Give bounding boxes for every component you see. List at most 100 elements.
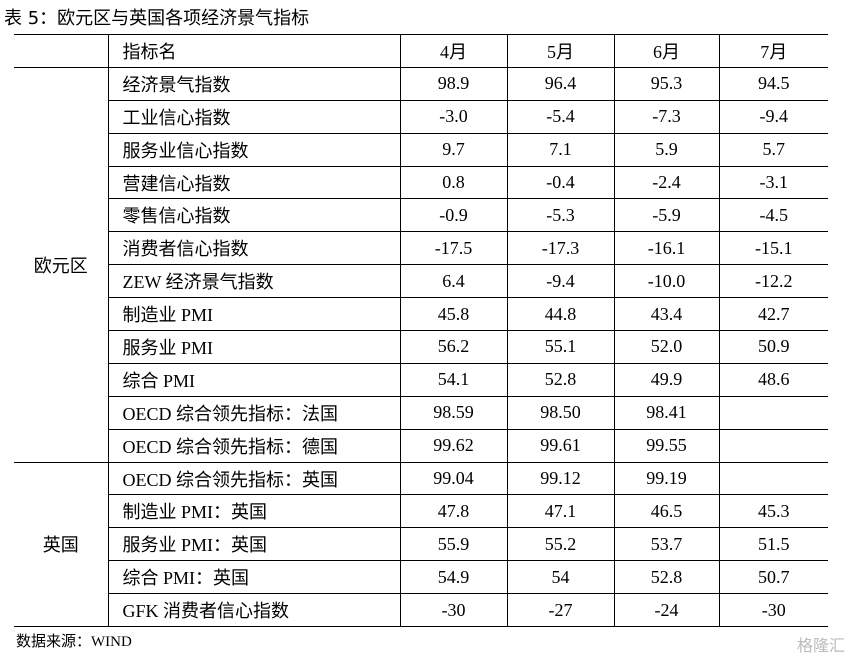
value-cell: -0.4 <box>506 166 614 200</box>
table-title: 表 5：欧元区与英国各项经济景气指标 <box>4 8 310 29</box>
value-cell: -9.4 <box>506 264 614 299</box>
value-cell: 47.1 <box>506 494 614 529</box>
indicator-name: GFK 消费者信心指数 <box>108 593 400 628</box>
value-cell: 5.9 <box>613 133 719 167</box>
indicator-name: ZEW 经济景气指数 <box>108 264 400 299</box>
indicator-name: OECD 综合领先指标：法国 <box>108 396 400 430</box>
value-cell: 99.12 <box>506 462 614 496</box>
data-row: 消费者信心指数 -17.5 -17.3 -16.1 -15.1 <box>14 231 828 266</box>
value-cell: 49.9 <box>613 363 719 397</box>
indicator-name: 营建信心指数 <box>108 166 400 200</box>
value-cell: 0.8 <box>399 166 507 200</box>
value-cell: 55.1 <box>506 330 614 364</box>
value-cell: 46.5 <box>613 494 719 529</box>
group-label: 英国 <box>14 462 109 628</box>
indicator-name: 消费者信心指数 <box>108 231 400 266</box>
value-cell: 50.9 <box>718 330 828 364</box>
indicator-name: OECD 综合领先指标：德国 <box>108 429 400 463</box>
value-cell: -12.2 <box>718 264 828 299</box>
header-cell: 指标名 <box>108 34 400 68</box>
indicator-name: 制造业 PMI：英国 <box>108 494 400 529</box>
header-cell: 7月 <box>718 34 828 68</box>
value-cell: 7.1 <box>506 133 614 167</box>
value-cell: 98.9 <box>399 67 507 101</box>
value-cell: 54 <box>506 560 614 595</box>
indicator-name: 制造业 PMI <box>108 297 400 332</box>
value-cell: -24 <box>613 593 719 628</box>
value-cell: -9.4 <box>718 100 828 134</box>
data-row: 服务业 PMI：英国 55.9 55.2 53.7 51.5 <box>14 527 828 562</box>
value-cell: 52.8 <box>506 363 614 397</box>
value-cell: 52.0 <box>613 330 719 364</box>
value-cell: 52.8 <box>613 560 719 595</box>
value-cell: -10.0 <box>613 264 719 299</box>
value-cell: 54.9 <box>399 560 507 595</box>
value-cell: 45.3 <box>718 494 828 529</box>
value-cell: 94.5 <box>718 67 828 101</box>
header-cell: 4月 <box>399 34 507 68</box>
value-cell: -16.1 <box>613 231 719 266</box>
value-cell: -0.9 <box>399 198 507 233</box>
value-cell: -3.0 <box>399 100 507 134</box>
value-cell: 51.5 <box>718 527 828 562</box>
indicator-name: OECD 综合领先指标：英国 <box>108 462 400 496</box>
empty-cell <box>718 462 828 496</box>
value-cell: -17.3 <box>506 231 614 266</box>
data-row: 综合 PMI：英国 54.9 54 52.8 50.7 <box>14 560 828 595</box>
indicator-name: 综合 PMI：英国 <box>108 560 400 595</box>
data-row: ZEW 经济景气指数 6.4 -9.4 -10.0 -12.2 <box>14 264 828 299</box>
data-row: 欧元区 经济景气指数 98.9 96.4 95.3 94.5 <box>14 67 828 463</box>
data-row: GFK 消费者信心指数 -30 -27 -24 -30 <box>14 593 828 628</box>
data-row: 服务业信心指数 9.7 7.1 5.9 5.7 <box>14 133 828 167</box>
value-cell: 55.9 <box>399 527 507 562</box>
source-note: 数据来源：WIND <box>16 634 132 650</box>
value-cell: 55.2 <box>506 527 614 562</box>
value-cell: -5.3 <box>506 198 614 233</box>
header-cell <box>14 34 109 68</box>
value-cell: 98.41 <box>613 396 719 430</box>
value-cell: 95.3 <box>613 67 719 101</box>
value-cell: 47.8 <box>399 494 507 529</box>
data-row: OECD 综合领先指标：德国 99.62 99.61 99.55 <box>14 429 828 463</box>
data-row: 综合 PMI 54.1 52.8 49.9 48.6 <box>14 363 828 397</box>
data-row: 工业信心指数 -3.0 -5.4 -7.3 -9.4 <box>14 100 828 134</box>
indicator-table: 指标名 4月 5月 6月 7月 欧元区 经济景气指数 98.9 96.4 95.3 94.5 工业信心… <box>14 34 828 628</box>
value-cell: -5.4 <box>506 100 614 134</box>
value-cell: -27 <box>506 593 614 628</box>
value-cell: 42.7 <box>718 297 828 332</box>
data-row: 服务业 PMI 56.2 55.1 52.0 50.9 <box>14 330 828 364</box>
value-cell: -30 <box>718 593 828 628</box>
value-cell: -3.1 <box>718 166 828 200</box>
group-label: 欧元区 <box>14 67 109 463</box>
value-cell: 99.04 <box>399 462 507 496</box>
indicator-name: 工业信心指数 <box>108 100 400 134</box>
empty-cell <box>718 429 828 463</box>
indicator-name: 服务业 PMI：英国 <box>108 527 400 562</box>
value-cell: 98.59 <box>399 396 507 430</box>
value-cell: 54.1 <box>399 363 507 397</box>
indicator-name: 服务业信心指数 <box>108 133 400 167</box>
header-cell: 5月 <box>506 34 614 68</box>
value-cell: 56.2 <box>399 330 507 364</box>
value-cell: 48.6 <box>718 363 828 397</box>
value-cell: 96.4 <box>506 67 614 101</box>
header-cell: 6月 <box>613 34 719 68</box>
value-cell: -30 <box>399 593 507 628</box>
indicator-name: 服务业 PMI <box>108 330 400 364</box>
data-row: 营建信心指数 0.8 -0.4 -2.4 -3.1 <box>14 166 828 200</box>
indicator-name: 零售信心指数 <box>108 198 400 233</box>
value-cell: 99.61 <box>506 429 614 463</box>
value-cell: 99.55 <box>613 429 719 463</box>
value-cell: 53.7 <box>613 527 719 562</box>
data-row: 零售信心指数 -0.9 -5.3 -5.9 -4.5 <box>14 198 828 233</box>
value-cell: 45.8 <box>399 297 507 332</box>
value-cell: 43.4 <box>613 297 719 332</box>
value-cell: 50.7 <box>718 560 828 595</box>
value-cell: -4.5 <box>718 198 828 233</box>
indicator-name: 综合 PMI <box>108 363 400 397</box>
value-cell: -5.9 <box>613 198 719 233</box>
data-row: 英国 OECD 综合领先指标：英国 99.04 99.12 99.19 <box>14 462 828 628</box>
value-cell: 99.62 <box>399 429 507 463</box>
value-cell: 99.19 <box>613 462 719 496</box>
